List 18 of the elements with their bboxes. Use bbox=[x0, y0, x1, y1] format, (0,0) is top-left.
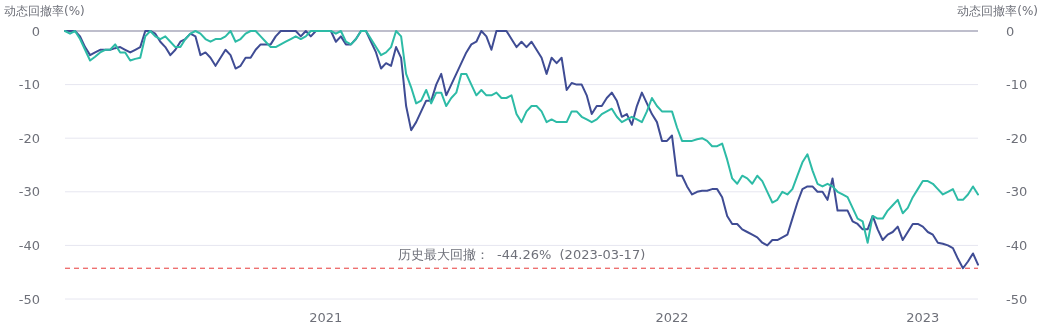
y-tick-label: -30 bbox=[18, 184, 40, 200]
y2-tick-label: -30 bbox=[1006, 184, 1028, 200]
y-tick-label: -40 bbox=[18, 237, 40, 253]
y2-tick-label: 0 bbox=[1006, 23, 1015, 39]
y2-axis-title: 动态回撤率(%) bbox=[957, 4, 1038, 18]
y2-tick-label: -20 bbox=[1006, 130, 1028, 146]
y2-tick-label: -10 bbox=[1006, 77, 1028, 93]
y-axis-title: 动态回撤率(%) bbox=[4, 4, 85, 18]
x-tick-label: 2021 bbox=[309, 310, 343, 325]
y2-tick-label: -50 bbox=[1006, 291, 1028, 307]
y-tick-label: -10 bbox=[18, 77, 40, 93]
y2-tick-label: -40 bbox=[1006, 237, 1028, 253]
y-tick-label: 0 bbox=[31, 23, 40, 39]
y-tick-label: -50 bbox=[18, 291, 40, 307]
y-tick-label: -20 bbox=[18, 130, 40, 146]
ref-line-label: 历史最大回撤： -44.26% (2023-03-17) bbox=[397, 247, 646, 263]
x-tick-label: 2022 bbox=[655, 310, 689, 325]
x-tick-label: 2023 bbox=[906, 310, 940, 325]
